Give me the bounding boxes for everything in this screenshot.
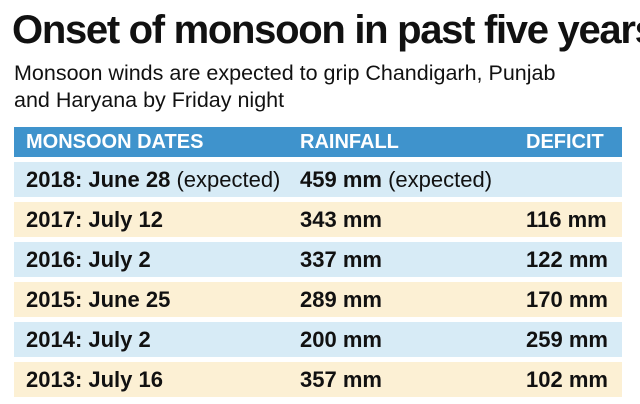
table-row: 2018: June 28 (expected) 459 mm (expected… [14,162,622,197]
rainfall-value: 289 mm [300,287,382,312]
table-body: 2018: June 28 (expected) 459 mm (expected… [14,162,622,397]
deficit-cell: 102 mm [526,367,608,392]
date-value: 2013: July 16 [26,367,163,392]
table-row: 2014: July 2 200 mm 259 mm [14,322,622,357]
column-header-rainfall: RAINFALL [300,131,399,153]
rainfall-cell: 289 mm [300,282,382,317]
rainfall-value: 337 mm [300,247,382,272]
subtitle: Monsoon winds are expected to grip Chand… [14,60,630,114]
table-row: 2017: July 12 343 mm 116 mm [14,202,622,237]
rainfall-cell: 357 mm [300,362,382,397]
date-cell: 2013: July 16 [26,362,163,397]
rainfall-cell: 337 mm [300,242,382,277]
table-row: 2013: July 16 357 mm 102 mm [14,362,622,397]
deficit-cell: 259 mm [526,327,608,352]
date-cell: 2015: June 25 [26,282,170,317]
date-cell: 2018: June 28 (expected) [26,162,280,197]
rainfall-note: (expected) [388,167,493,192]
rainfall-value: 343 mm [300,207,382,232]
column-header-deficit: DEFICIT [526,131,604,153]
deficit-cell: 116 mm [526,207,607,232]
date-note: (expected) [176,167,281,192]
date-cell: 2016: July 2 [26,242,151,277]
subtitle-line-1: Monsoon winds are expected to grip Chand… [14,61,556,85]
rainfall-cell: 343 mm [300,202,382,237]
date-value: 2014: July 2 [26,327,151,352]
date-value: 2016: July 2 [26,247,151,272]
table-row: 2015: June 25 289 mm 170 mm [14,282,622,317]
date-cell: 2014: July 2 [26,322,151,357]
date-value: 2015: June 25 [26,287,171,312]
page-title: Onset of monsoon in past five years [12,8,640,52]
rainfall-value: 459 mm [300,167,382,192]
subtitle-line-2: and Haryana by Friday night [14,88,285,112]
rainfall-cell: 200 mm [300,322,382,357]
date-value: 2017: July 12 [26,207,163,232]
date-value: 2018: June 28 [26,167,171,192]
table-row: 2016: July 2 337 mm 122 mm [14,242,622,277]
monsoon-table: MONSOON DATES RAINFALL DEFICIT 2018: Jun… [14,127,622,402]
rainfall-value: 200 mm [300,327,382,352]
column-header-dates: MONSOON DATES [26,131,204,153]
table-header-row: MONSOON DATES RAINFALL DEFICIT [14,127,622,157]
rainfall-cell: 459 mm (expected) [300,162,492,197]
date-cell: 2017: July 12 [26,202,163,237]
deficit-cell: 170 mm [526,287,608,312]
rainfall-value: 357 mm [300,367,382,392]
deficit-cell: 122 mm [526,247,608,272]
